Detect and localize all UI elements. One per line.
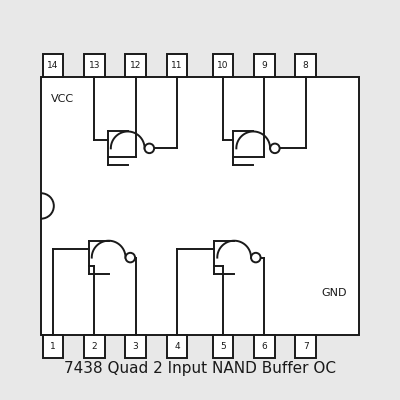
- Bar: [167, 54, 187, 77]
- Bar: [254, 335, 275, 358]
- Circle shape: [251, 253, 260, 262]
- Text: 7438 Quad 2 Input NAND Buffer OC: 7438 Quad 2 Input NAND Buffer OC: [64, 361, 336, 376]
- Bar: [84, 54, 105, 77]
- Bar: [213, 335, 233, 358]
- Bar: [213, 54, 233, 77]
- Text: GND: GND: [322, 288, 347, 298]
- Bar: [295, 335, 316, 358]
- Bar: [125, 54, 146, 77]
- Bar: [43, 54, 63, 77]
- Circle shape: [144, 144, 154, 153]
- Bar: [43, 335, 63, 358]
- Text: 12: 12: [130, 61, 141, 70]
- Circle shape: [270, 144, 280, 153]
- Text: 6: 6: [262, 342, 267, 351]
- Text: 5: 5: [220, 342, 226, 351]
- Bar: [295, 54, 316, 77]
- Text: 13: 13: [88, 61, 100, 70]
- Text: 8: 8: [303, 61, 308, 70]
- Text: 2: 2: [92, 342, 97, 351]
- Text: 10: 10: [217, 61, 229, 70]
- Text: 1: 1: [50, 342, 56, 351]
- Bar: [167, 335, 187, 358]
- Bar: [254, 54, 275, 77]
- Bar: [125, 335, 146, 358]
- Text: 4: 4: [174, 342, 180, 351]
- Text: 3: 3: [133, 342, 138, 351]
- Circle shape: [126, 253, 135, 262]
- Text: VCC: VCC: [51, 94, 74, 104]
- Text: 9: 9: [262, 61, 267, 70]
- Text: 14: 14: [47, 61, 59, 70]
- Text: 11: 11: [171, 61, 183, 70]
- Text: 7: 7: [303, 342, 308, 351]
- Bar: [84, 335, 105, 358]
- Bar: [41, 77, 359, 335]
